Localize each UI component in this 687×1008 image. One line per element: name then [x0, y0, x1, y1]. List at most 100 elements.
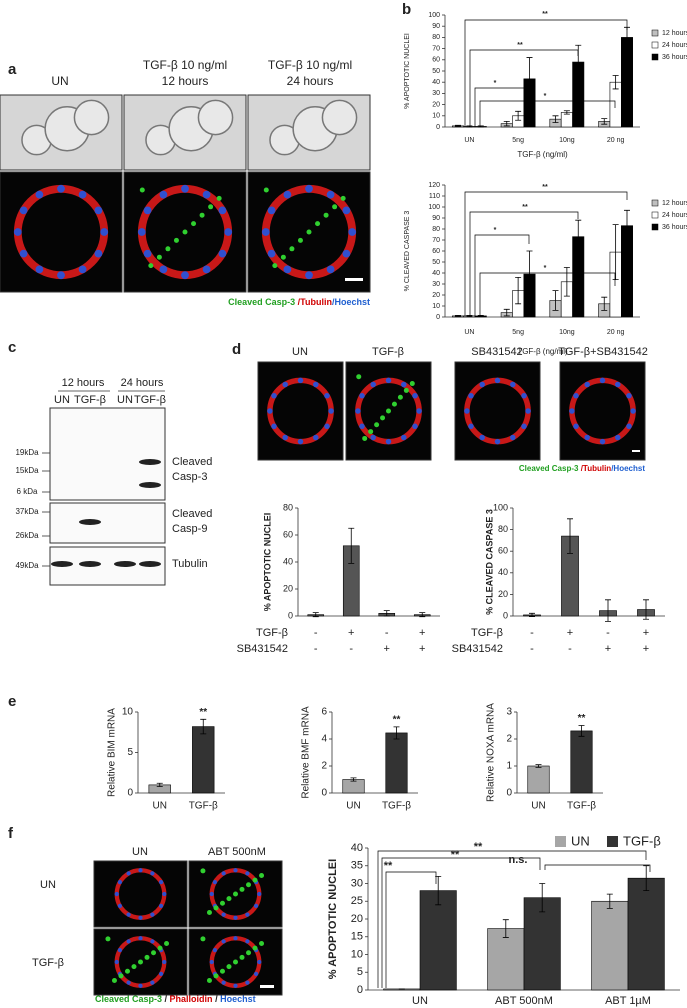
- significance: **: [517, 42, 523, 49]
- nucleus: [137, 228, 146, 236]
- error-bar: [624, 209, 630, 242]
- error-bar: [526, 57, 533, 101]
- condition-sign: +: [643, 643, 649, 655]
- y-tick-label: 120: [428, 182, 440, 189]
- band-label: Casp-3: [172, 471, 207, 483]
- bar: [527, 765, 550, 794]
- apoptotic-cell: [263, 187, 269, 193]
- cell-sphere: [73, 99, 110, 136]
- time-label: 24 hours: [121, 377, 164, 389]
- nucleus: [326, 190, 335, 199]
- y-tick-label: 0: [357, 984, 363, 996]
- nucleus: [78, 190, 87, 199]
- y-tick-label: 20: [283, 583, 293, 593]
- nucleus: [599, 377, 606, 384]
- y-tick-label: 2: [506, 734, 512, 745]
- y-tick-label: 60: [432, 248, 440, 255]
- blot-band: [79, 519, 101, 525]
- panel-letter: f: [8, 825, 14, 842]
- nucleus: [114, 959, 119, 965]
- significance-bracket: [469, 211, 579, 317]
- nucleus: [521, 423, 527, 430]
- error-bar: [612, 224, 619, 280]
- significance-bracket: [385, 871, 437, 988]
- y-tick-label: 0: [506, 788, 512, 799]
- y-tick-label: 110: [429, 193, 440, 200]
- blot-band: [51, 561, 73, 567]
- error-bar: [563, 110, 570, 115]
- nucleus: [479, 434, 485, 441]
- nucleus: [297, 438, 304, 445]
- nucleus: [245, 871, 250, 876]
- nucleus: [150, 939, 155, 944]
- error-bar: [526, 250, 533, 298]
- nucleus: [209, 959, 214, 965]
- apoptotic-cell: [226, 964, 232, 970]
- bar: [570, 730, 593, 794]
- y-tick-label: 30: [432, 90, 440, 97]
- y-tick-label: 60: [498, 546, 508, 556]
- nucleus: [181, 184, 189, 193]
- blot-band: [139, 459, 161, 465]
- apoptotic-cell: [374, 422, 380, 428]
- error-bar: [643, 865, 650, 891]
- y-tick-label: 35: [351, 860, 363, 872]
- nucleus: [479, 381, 485, 388]
- nucleus: [245, 980, 250, 985]
- y-tick-label: 90: [432, 215, 440, 222]
- caption-part: Cleaved Casp-3: [519, 464, 581, 473]
- nucleus: [138, 983, 143, 988]
- nucleus: [212, 879, 218, 885]
- nucleus: [158, 903, 164, 909]
- nucleus: [221, 871, 226, 876]
- x-tick-label: UN: [153, 801, 167, 812]
- y-tick-label: 30: [432, 281, 440, 288]
- apoptotic-cell: [139, 187, 145, 193]
- lane-label: TGF-β: [134, 394, 166, 406]
- condition-sign: -: [568, 643, 572, 655]
- column-label: TGF-β+SB431542: [558, 346, 648, 358]
- apoptotic-cell: [403, 387, 409, 393]
- y-tick-label: 80: [498, 524, 508, 534]
- legend-swatch: [607, 836, 618, 847]
- y-tick-label: 60: [432, 57, 440, 64]
- error-bar: [515, 277, 522, 305]
- nucleus: [202, 190, 211, 199]
- apoptotic-cell: [280, 254, 286, 260]
- error-bar: [529, 612, 535, 617]
- error-bar: [466, 125, 473, 128]
- apoptotic-cell: [164, 941, 170, 947]
- nucleus: [573, 392, 579, 399]
- nucleus: [573, 423, 579, 430]
- column-label: 24 hours: [287, 74, 334, 88]
- error-bar: [200, 718, 207, 735]
- significance: *: [544, 93, 547, 100]
- apoptotic-cell: [323, 212, 329, 218]
- condition-sign: +: [384, 643, 390, 655]
- significance-bracket: [474, 87, 530, 127]
- error-bar: [606, 893, 613, 909]
- condition-sign: -: [530, 627, 534, 639]
- nucleus: [271, 423, 277, 430]
- nucleus: [584, 381, 590, 388]
- significance: **: [522, 204, 528, 211]
- apoptotic-cell: [259, 941, 265, 947]
- apoptotic-cell: [397, 394, 403, 400]
- y-axis-title: Relative BMF mRNA: [301, 706, 312, 799]
- legend-swatch: [651, 53, 659, 61]
- apoptotic-cell: [297, 237, 303, 243]
- nucleus: [218, 206, 227, 215]
- legend-label: 24 hours: [662, 212, 687, 219]
- legend-swatch: [651, 211, 659, 219]
- nucleus: [370, 381, 376, 388]
- condition-sign: -: [385, 627, 389, 639]
- nucleus: [510, 381, 516, 388]
- significance: **: [474, 841, 483, 853]
- significance: *: [544, 265, 547, 272]
- nucleus: [401, 381, 407, 388]
- nucleus: [261, 228, 270, 236]
- apoptotic-cell: [252, 877, 258, 883]
- condition-label: SB431542: [237, 643, 288, 655]
- column-label: TGF-β: [372, 346, 404, 358]
- y-tick-label: 0: [436, 124, 440, 131]
